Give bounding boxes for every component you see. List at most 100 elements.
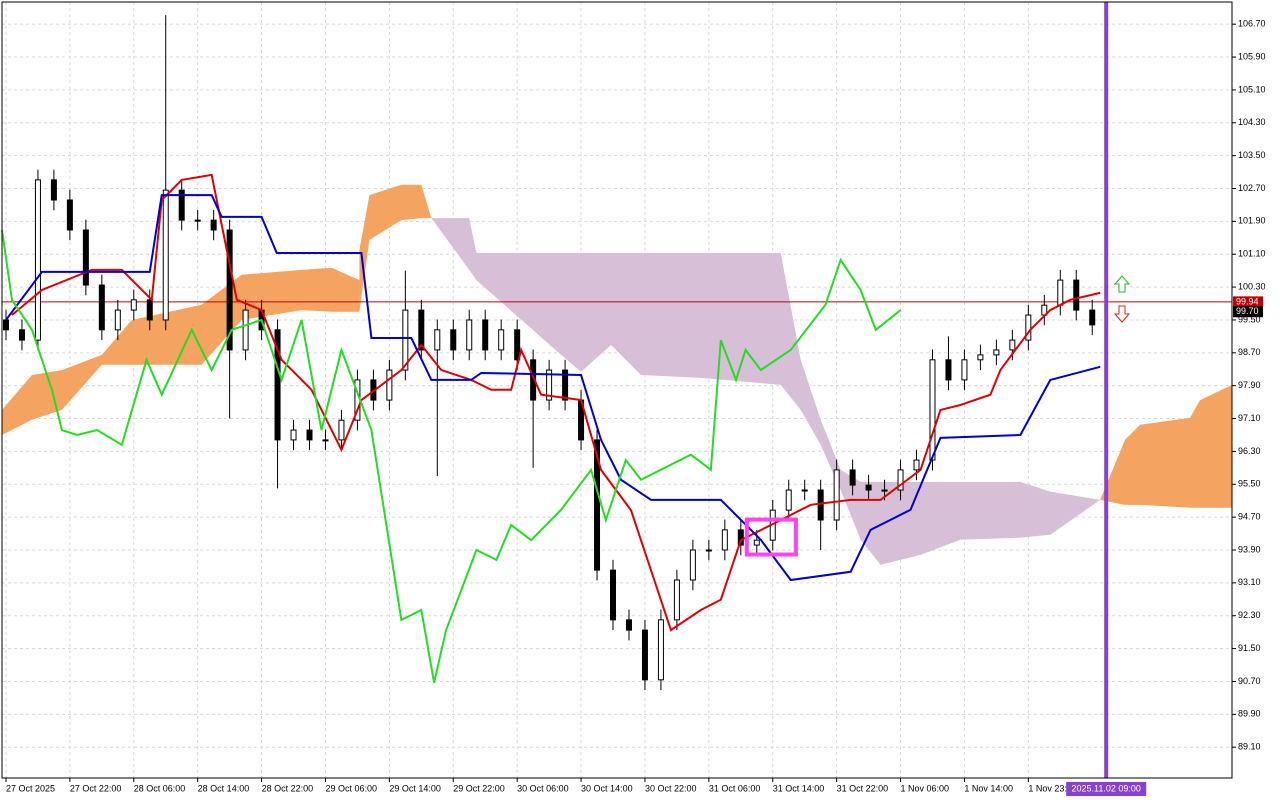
candle-body bbox=[50, 179, 57, 201]
candle-body bbox=[306, 429, 313, 441]
candle-body bbox=[737, 529, 744, 546]
plot-border bbox=[1, 1, 1233, 779]
candle-body bbox=[130, 299, 137, 311]
candle-body bbox=[2, 319, 9, 331]
y-tick-label: 97.90 bbox=[1238, 380, 1261, 390]
candle-body bbox=[594, 439, 601, 571]
x-tick-label: 30 Oct 22:00 bbox=[645, 783, 697, 793]
candle-body bbox=[386, 369, 393, 401]
candle-body bbox=[801, 489, 808, 492]
candle-body bbox=[162, 189, 169, 321]
x-tick-label: 31 Oct 14:00 bbox=[773, 783, 825, 793]
x-tick-label: 29 Oct 22:00 bbox=[453, 783, 505, 793]
indicator-line bbox=[1, 229, 902, 683]
y-tick-label: 105.90 bbox=[1238, 51, 1266, 61]
candle-body bbox=[242, 309, 249, 351]
price-label: 99.94 bbox=[1236, 296, 1259, 306]
candle-body bbox=[514, 329, 521, 361]
candle-body bbox=[785, 489, 792, 511]
buy-arrow bbox=[1113, 275, 1131, 293]
x-tick-label: 31 Oct 06:00 bbox=[709, 783, 761, 793]
candle-body bbox=[498, 329, 505, 351]
ichimoku-cloud bbox=[1100, 384, 1232, 508]
candle-body bbox=[34, 179, 41, 341]
candle-body bbox=[1089, 309, 1096, 326]
candle-body bbox=[274, 329, 281, 441]
candle-body bbox=[945, 359, 952, 381]
y-tick-label: 93.90 bbox=[1238, 544, 1261, 554]
highlight-box bbox=[744, 517, 798, 557]
candle-body bbox=[482, 319, 489, 351]
y-tick-label: 101.10 bbox=[1238, 249, 1266, 259]
candle-body bbox=[625, 619, 632, 631]
candle-body bbox=[82, 229, 89, 286]
y-tick-label: 94.70 bbox=[1238, 512, 1261, 522]
candle-body bbox=[146, 299, 153, 321]
x-tick-label: 28 Oct 06:00 bbox=[134, 783, 186, 793]
candle-body bbox=[194, 219, 201, 222]
candle-body bbox=[66, 199, 73, 231]
candle-body bbox=[290, 429, 297, 441]
y-tick-label: 92.30 bbox=[1238, 610, 1261, 620]
x-tick-label: 30 Oct 14:00 bbox=[581, 783, 633, 793]
candle-body bbox=[913, 459, 920, 471]
plot-layer bbox=[1, 2, 1232, 778]
y-tick-label: 93.10 bbox=[1238, 577, 1261, 587]
x-tick-label: 28 Oct 22:00 bbox=[262, 783, 314, 793]
candle-body bbox=[1057, 279, 1064, 306]
y-tick-label: 97.10 bbox=[1238, 413, 1261, 423]
y-tick-label: 101.90 bbox=[1238, 216, 1266, 226]
y-tick-label: 104.30 bbox=[1238, 117, 1266, 127]
x-tick-label: 1 Nov 14:00 bbox=[964, 783, 1013, 793]
candle-body bbox=[530, 359, 537, 401]
candle-body bbox=[929, 359, 936, 461]
vline-label-bg bbox=[1066, 782, 1147, 796]
candle-body bbox=[418, 309, 425, 351]
price-label-bg bbox=[1233, 296, 1263, 308]
y-tick-label: 102.70 bbox=[1238, 183, 1266, 193]
candle-body bbox=[98, 284, 105, 331]
vline-label: 2025.11.02 09:00 bbox=[1072, 783, 1141, 793]
candle-body bbox=[226, 229, 233, 351]
candle-body bbox=[114, 309, 121, 331]
candle-body bbox=[881, 489, 888, 492]
candle-body bbox=[546, 369, 553, 401]
y-tick-label: 98.70 bbox=[1238, 347, 1261, 357]
ichimoku-cloud bbox=[431, 218, 1101, 565]
ichimoku-cloud bbox=[359, 184, 432, 312]
y-tick-label: 89.10 bbox=[1238, 742, 1261, 752]
candle-body bbox=[753, 539, 760, 546]
candle-body bbox=[977, 354, 984, 361]
candle-body bbox=[18, 329, 25, 341]
candle-body bbox=[849, 469, 856, 486]
y-tick-label: 99.50 bbox=[1238, 314, 1261, 324]
x-tick-label: 1 Nov 06:00 bbox=[901, 783, 950, 793]
x-tick-label: 29 Oct 14:00 bbox=[389, 783, 441, 793]
x-tick-label: 30 Oct 06:00 bbox=[517, 783, 569, 793]
y-tick-label: 103.50 bbox=[1238, 150, 1266, 160]
candle-body bbox=[338, 419, 345, 441]
candle-body bbox=[993, 349, 1000, 356]
candle-body bbox=[1073, 279, 1080, 311]
indicator-line bbox=[11, 173, 1101, 632]
x-tick-label: 27 Oct 2025 bbox=[6, 783, 55, 793]
candle-body bbox=[322, 439, 329, 442]
candle-body bbox=[402, 309, 409, 371]
y-tick-label: 91.50 bbox=[1238, 643, 1261, 653]
candle-body bbox=[610, 569, 617, 621]
y-tick-label: 95.50 bbox=[1238, 479, 1261, 489]
candle-body bbox=[817, 489, 824, 521]
candle-body bbox=[897, 469, 904, 491]
y-tick-label: 90.70 bbox=[1238, 676, 1261, 686]
candle-body bbox=[721, 529, 728, 551]
x-tick-label: 27 Oct 22:00 bbox=[70, 783, 122, 793]
price-label: 99.70 bbox=[1236, 306, 1259, 316]
candle-body bbox=[705, 549, 712, 552]
sell-arrow bbox=[1113, 305, 1131, 323]
y-tick-label: 96.30 bbox=[1238, 446, 1261, 456]
candle-body bbox=[689, 549, 696, 581]
indicator-line bbox=[5, 194, 1101, 582]
x-tick-label: 31 Oct 22:00 bbox=[837, 783, 889, 793]
